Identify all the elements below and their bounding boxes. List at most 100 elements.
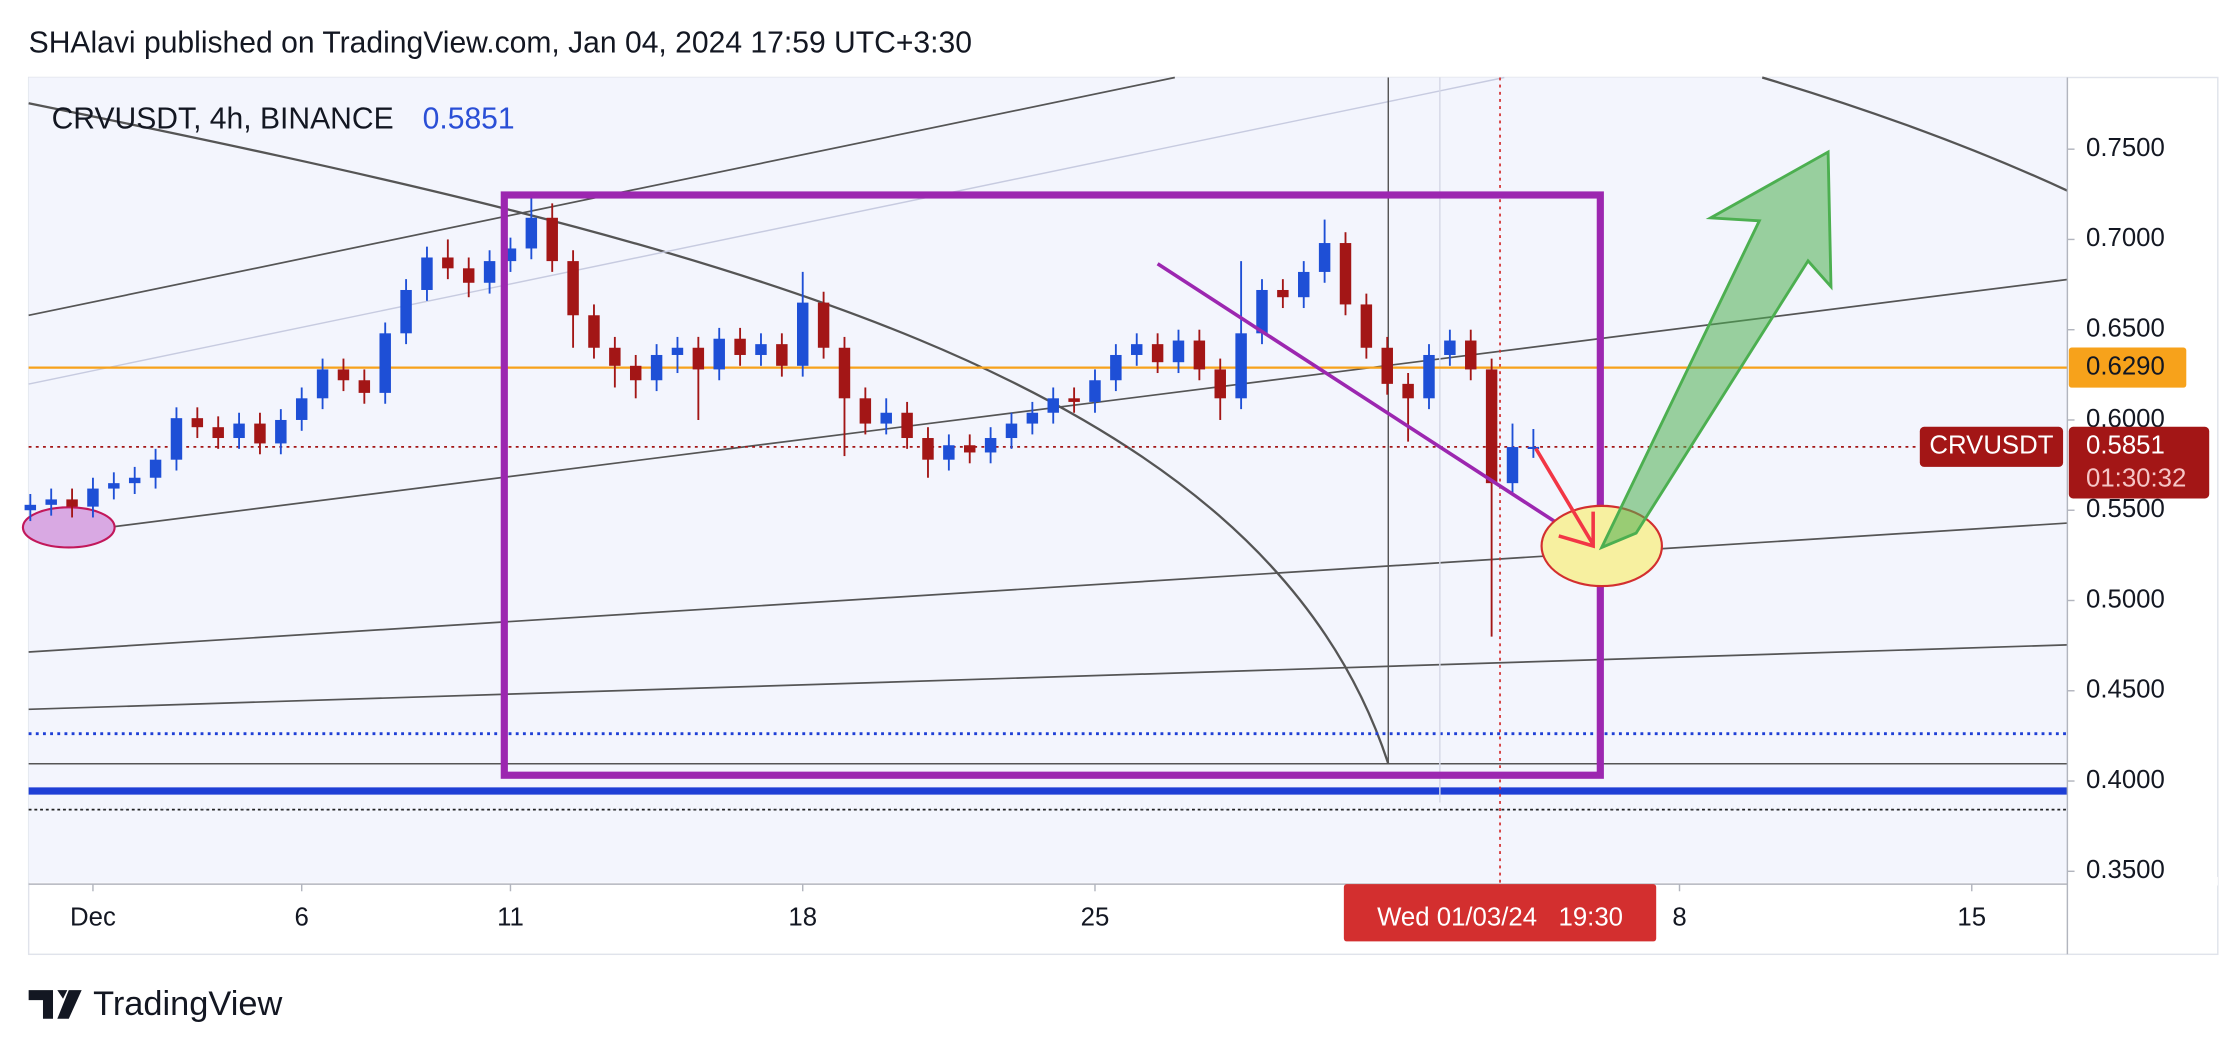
candle-body: [1339, 243, 1352, 305]
candle-body: [1151, 344, 1164, 363]
candle-body: [1277, 289, 1289, 298]
candle-body: [212, 427, 224, 439]
candle-body: [504, 248, 517, 262]
ellipse-drawing: [21, 506, 116, 549]
candle-body: [1089, 380, 1101, 402]
candle-body: [400, 289, 412, 334]
last-price: 0.5851: [423, 102, 515, 135]
candle-body: [1235, 333, 1247, 399]
price-tag-name: CRVUSDT: [1929, 432, 2053, 460]
crosshair-label-box: [1343, 884, 1657, 942]
candle-body: [1381, 347, 1393, 384]
candle-body: [1005, 423, 1018, 439]
candle-body: [755, 344, 767, 355]
candle-body: [337, 369, 350, 381]
x-tick-label: 11: [497, 903, 524, 931]
y-tick-label: 0.4000: [2086, 766, 2165, 794]
candle-body: [1172, 340, 1185, 363]
arc-drawing: [1761, 76, 2068, 192]
candle-body: [650, 354, 663, 381]
candle-body: [421, 257, 433, 290]
trend-line: [28, 76, 1505, 385]
candle-body: [483, 261, 496, 283]
candle-body: [525, 217, 538, 249]
y-tick-label: 0.4500: [2086, 676, 2165, 704]
candle-body: [1256, 289, 1268, 334]
candle-body: [316, 369, 329, 399]
trend-line: [28, 522, 2068, 653]
y-tick-label: 0.7000: [2086, 224, 2165, 252]
symbol-label: CRVUSDT, 4h, BINANCE: [52, 102, 394, 135]
x-tick-label: 6: [295, 903, 309, 931]
candle-body: [1047, 398, 1059, 413]
candle-body: [776, 344, 788, 366]
candle-body: [149, 459, 162, 478]
candle-body: [1465, 340, 1477, 370]
candle-body: [1193, 340, 1206, 370]
logo-text: TradingView: [93, 985, 282, 1023]
logo-icon: [28, 990, 82, 1019]
price-tag-name-box: [1919, 426, 2064, 467]
candle-body: [233, 423, 245, 439]
logo: TradingView: [28, 985, 282, 1023]
candle-body: [546, 217, 558, 262]
candle-body: [45, 499, 57, 505]
candle-body: [24, 504, 37, 511]
candle-body: [1026, 412, 1039, 424]
level-label: 0.6290: [2086, 352, 2165, 380]
candle-body: [1318, 243, 1331, 272]
countdown: 01:30:32: [2086, 465, 2186, 493]
candle-body: [796, 302, 809, 366]
x-tick-label: Dec: [70, 903, 116, 931]
candle-body: [734, 338, 746, 355]
rectangle-drawing: [500, 191, 1604, 779]
candle-body: [87, 488, 99, 507]
candle-body: [1360, 304, 1373, 348]
candle-body: [379, 333, 391, 393]
arrow-head: [1558, 511, 1595, 549]
arc-drawing: [28, 102, 1390, 765]
candle-body: [462, 268, 475, 283]
trend-line: [1156, 262, 1592, 547]
candle-body: [1298, 271, 1310, 298]
header: SHAlavi published on TradingView.com, Ja…: [29, 27, 972, 60]
candle-body: [358, 380, 371, 393]
candle-body: [1402, 383, 1414, 399]
candle-body: [817, 302, 830, 348]
y-tick-label: 0.5000: [2086, 585, 2165, 613]
candle-body: [838, 347, 851, 399]
y-tick-label: 0.5500: [2086, 495, 2165, 523]
candle-body: [963, 445, 976, 453]
candle-body: [254, 423, 266, 444]
candle-body: [609, 347, 621, 366]
candle-body: [671, 347, 684, 355]
candle-body: [943, 445, 955, 460]
trend-line: [28, 643, 2068, 711]
candle-body: [295, 398, 308, 420]
candle-body: [922, 438, 934, 460]
candle-body: [191, 418, 204, 428]
x-tick-label: 18: [788, 903, 817, 931]
candle-body: [1423, 354, 1435, 399]
candle-body: [629, 365, 642, 381]
candle-body: [108, 483, 120, 489]
candle-body: [128, 477, 141, 484]
price-tag-box: [2068, 426, 2210, 499]
candle-body: [1527, 446, 1540, 450]
y-tick-label: 0.7500: [2086, 134, 2165, 162]
candle-body: [692, 347, 705, 370]
y-tick-label: 0.6500: [2086, 315, 2165, 343]
candle-body: [442, 257, 454, 269]
candle-body: [901, 412, 913, 439]
x-tick-label: 15: [1957, 903, 1986, 931]
drawings: [21, 76, 2068, 883]
level-tag: [2068, 347, 2187, 388]
x-tick-label: 25: [1081, 903, 1110, 931]
axis-mask: [2068, 876, 2218, 886]
candle-body: [1110, 354, 1122, 381]
candle-body: [1506, 447, 1519, 484]
candle-body: [880, 412, 892, 424]
x-tick-label: 8: [1672, 903, 1686, 931]
crosshair-label: Wed 01/03/24 19:30: [1377, 903, 1623, 931]
candle-body: [588, 315, 600, 348]
